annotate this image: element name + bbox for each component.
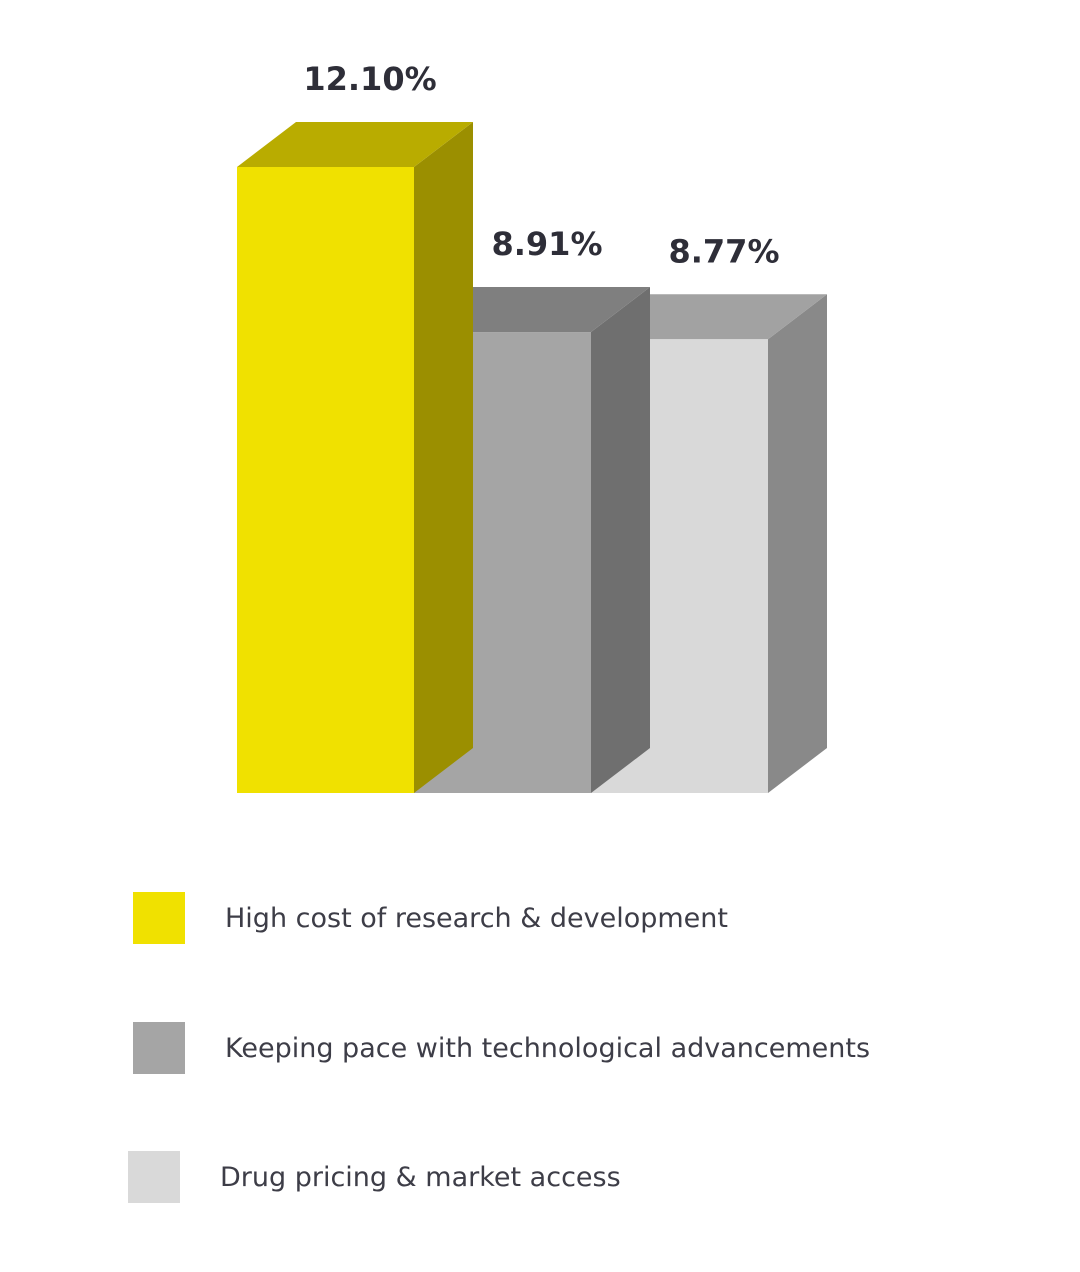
legend-item-technological-advancements: Keeping pace with technological advancem… <box>133 1021 870 1075</box>
legend-swatch-drug-pricing <box>128 1151 180 1203</box>
bar-front-research-development <box>237 167 414 793</box>
legend-swatch-technological-advancements <box>133 1022 185 1074</box>
data-labels-layer: 12.10% 8.91% 8.77% <box>303 60 779 270</box>
data-label-technological-advancements: 8.91% <box>491 225 602 263</box>
bars-layer <box>237 122 827 793</box>
legend-swatch-research-development <box>133 892 185 944</box>
legend-item-drug-pricing: Drug pricing & market access <box>128 1150 621 1204</box>
bar-top-research-development <box>237 122 473 167</box>
bar-side-technological-advancements <box>591 287 650 793</box>
legend-item-research-development: High cost of research & development <box>133 891 728 945</box>
bar-side-research-development <box>414 122 473 793</box>
legend-label-technological-advancements: Keeping pace with technological advancem… <box>225 1032 871 1064</box>
data-label-research-development: 12.10% <box>303 60 436 98</box>
bar-side-drug-pricing <box>768 294 827 793</box>
legend-label-research-development: High cost of research & development <box>225 902 728 934</box>
legend-label-drug-pricing: Drug pricing & market access <box>220 1161 621 1193</box>
bar-research-development <box>237 122 473 793</box>
bar-chart: 12.10% 8.91% 8.77% <box>237 60 827 793</box>
data-label-drug-pricing: 8.77% <box>668 232 779 270</box>
